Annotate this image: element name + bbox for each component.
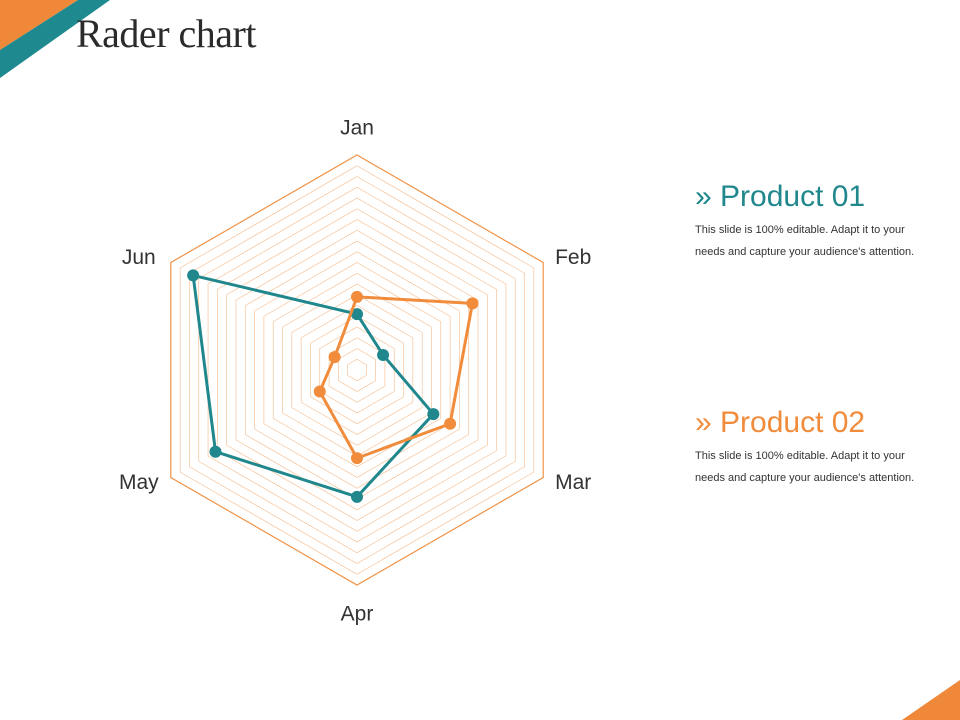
axis-label-feb: Feb (555, 246, 591, 269)
grid-ring (198, 186, 516, 554)
data-point-series-2-feb (466, 297, 479, 310)
data-point-series-1-feb (377, 348, 390, 361)
grid-ring (170, 154, 544, 586)
data-point-series-2-mar (444, 417, 457, 430)
grid-ring (291, 294, 423, 446)
grid-ring (217, 208, 497, 532)
grid-ring (347, 358, 367, 382)
data-point-series-1-jun (187, 269, 200, 282)
data-point-series-2-jun (328, 351, 341, 364)
grid-ring (338, 348, 376, 392)
grid-ring (254, 251, 460, 489)
data-point-series-1-jan (351, 308, 363, 321)
legend-title-product-02: » Product 02 (695, 406, 866, 439)
grid-ring (189, 176, 525, 564)
data-point-series-1-apr (351, 490, 363, 503)
data-point-series-1-may (209, 445, 222, 458)
data-point-series-2-jan (351, 290, 363, 303)
legend-product-02: » Product 02 This slide is 100% editable… (695, 406, 935, 489)
grid-ring (300, 305, 414, 435)
series-line-1 (191, 273, 435, 499)
slide-title: Rader chart (76, 11, 256, 56)
axis-label-may: May (119, 471, 159, 494)
grid-ring (235, 229, 479, 511)
grid-ring (310, 315, 404, 425)
grid-ring (272, 272, 442, 468)
data-point-series-2-may (313, 385, 326, 398)
series-line-2 (318, 295, 474, 460)
data-point-series-2-apr (351, 452, 363, 465)
data-point-series-1-mar (427, 408, 440, 421)
legend-product-01: » Product 01 This slide is 100% editable… (695, 180, 935, 263)
axis-label-jan: Jan (340, 117, 374, 140)
legend-description-product-01: This slide is 100% editable. Adapt it to… (695, 224, 915, 258)
grid-ring (226, 219, 488, 521)
corner-accent-bottom-right (902, 680, 960, 720)
corner-accent-top-left (0, 0, 110, 78)
legend-description-product-02: This slide is 100% editable. Adapt it to… (695, 450, 915, 484)
grid-ring (263, 262, 451, 478)
grid-ring (319, 326, 395, 414)
grid-ring (179, 165, 535, 575)
legend-title-product-01: » Product 01 (695, 180, 866, 213)
axis-label-mar: Mar (555, 471, 591, 494)
axis-label-jun: Jun (122, 246, 156, 269)
axis-label-apr: Apr (341, 603, 374, 626)
grid-ring (207, 197, 507, 543)
